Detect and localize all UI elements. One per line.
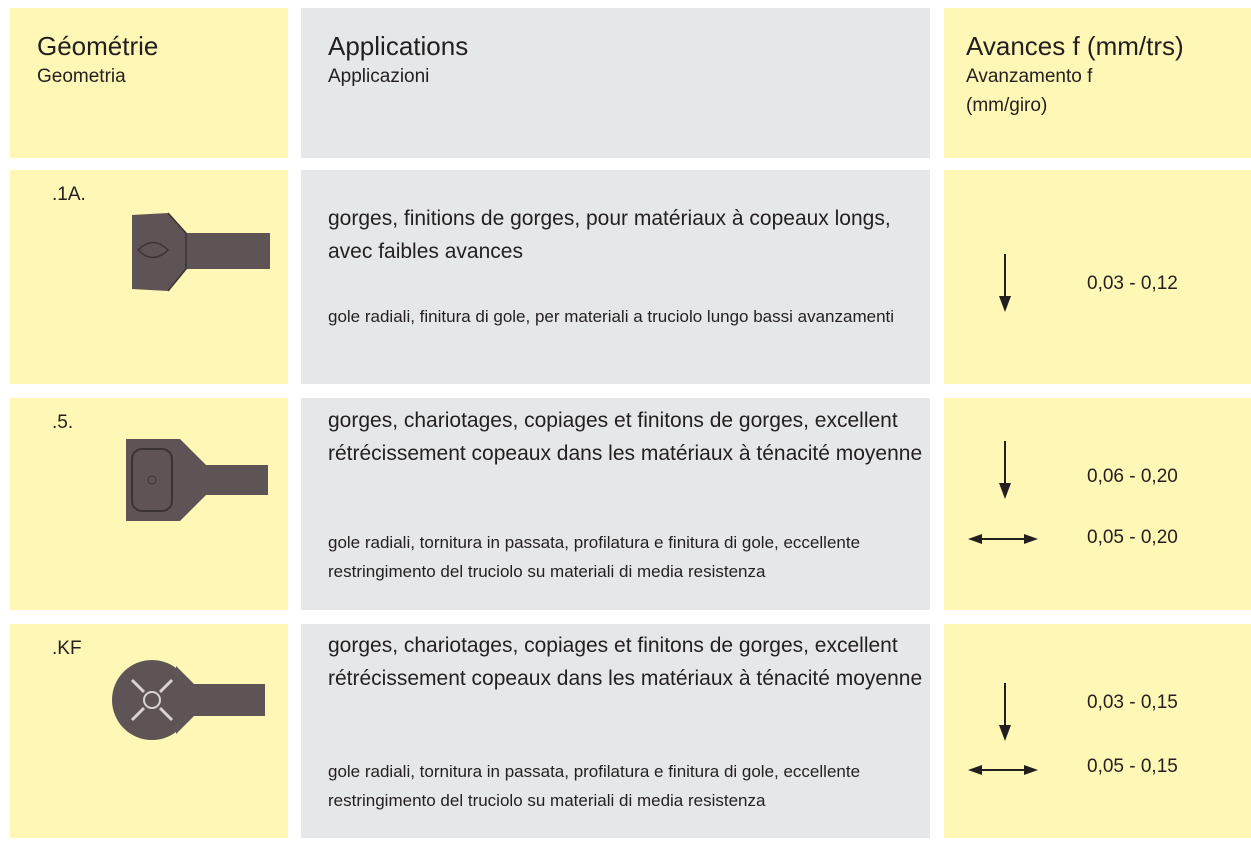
feed-value: 0,03 - 0,12 (1087, 273, 1178, 294)
header-cell (10, 8, 288, 158)
arrow-down (999, 441, 1011, 499)
tool-image (132, 212, 270, 292)
header-subtitle: Geometria (37, 66, 126, 87)
header-title: Applications (328, 31, 469, 61)
application-fr: gorges, chariotages, copiages et finiton… (328, 634, 923, 690)
cell (944, 398, 1251, 610)
arrow-horizontal (968, 765, 1038, 775)
cell (944, 624, 1251, 838)
geometry-code: .5. (52, 412, 74, 433)
header-title: Avances f (mm/trs) (966, 31, 1184, 61)
cell (301, 398, 930, 610)
application-it: gole radiali, tornitura in passata, prof… (328, 533, 861, 581)
geometry-code: .1A. (52, 184, 86, 205)
header-subtitle: Applicazioni (328, 66, 430, 87)
arrow-down (999, 683, 1011, 741)
application-it: gole radiali, tornitura in passata, prof… (328, 762, 861, 810)
cell (944, 170, 1251, 384)
feed-value: 0,05 - 0,20 (1087, 527, 1178, 548)
application-fr: gorges, finitions de gorges, pour matéri… (328, 207, 891, 263)
tool-image (112, 660, 265, 740)
header-title: Géométrie (37, 31, 159, 61)
header-subtitle: Avanzamento f (mm/giro) (966, 66, 1093, 116)
arrow-horizontal (968, 534, 1038, 544)
feed-value: 0,06 - 0,20 (1087, 466, 1178, 487)
feed-value: 0,03 - 0,15 (1087, 692, 1178, 713)
application-it: gole radiali, finitura di gole, per mate… (328, 307, 895, 326)
cell (301, 170, 930, 384)
tool-image (126, 439, 268, 521)
header-cell (301, 8, 930, 158)
feed-value: 0,05 - 0,15 (1087, 756, 1178, 777)
application-fr: gorges, chariotages, copiages et finiton… (328, 409, 923, 465)
arrow-down (999, 254, 1011, 312)
header-cell (944, 8, 1251, 158)
cell (301, 624, 930, 838)
geometry-code: .KF (52, 638, 82, 659)
